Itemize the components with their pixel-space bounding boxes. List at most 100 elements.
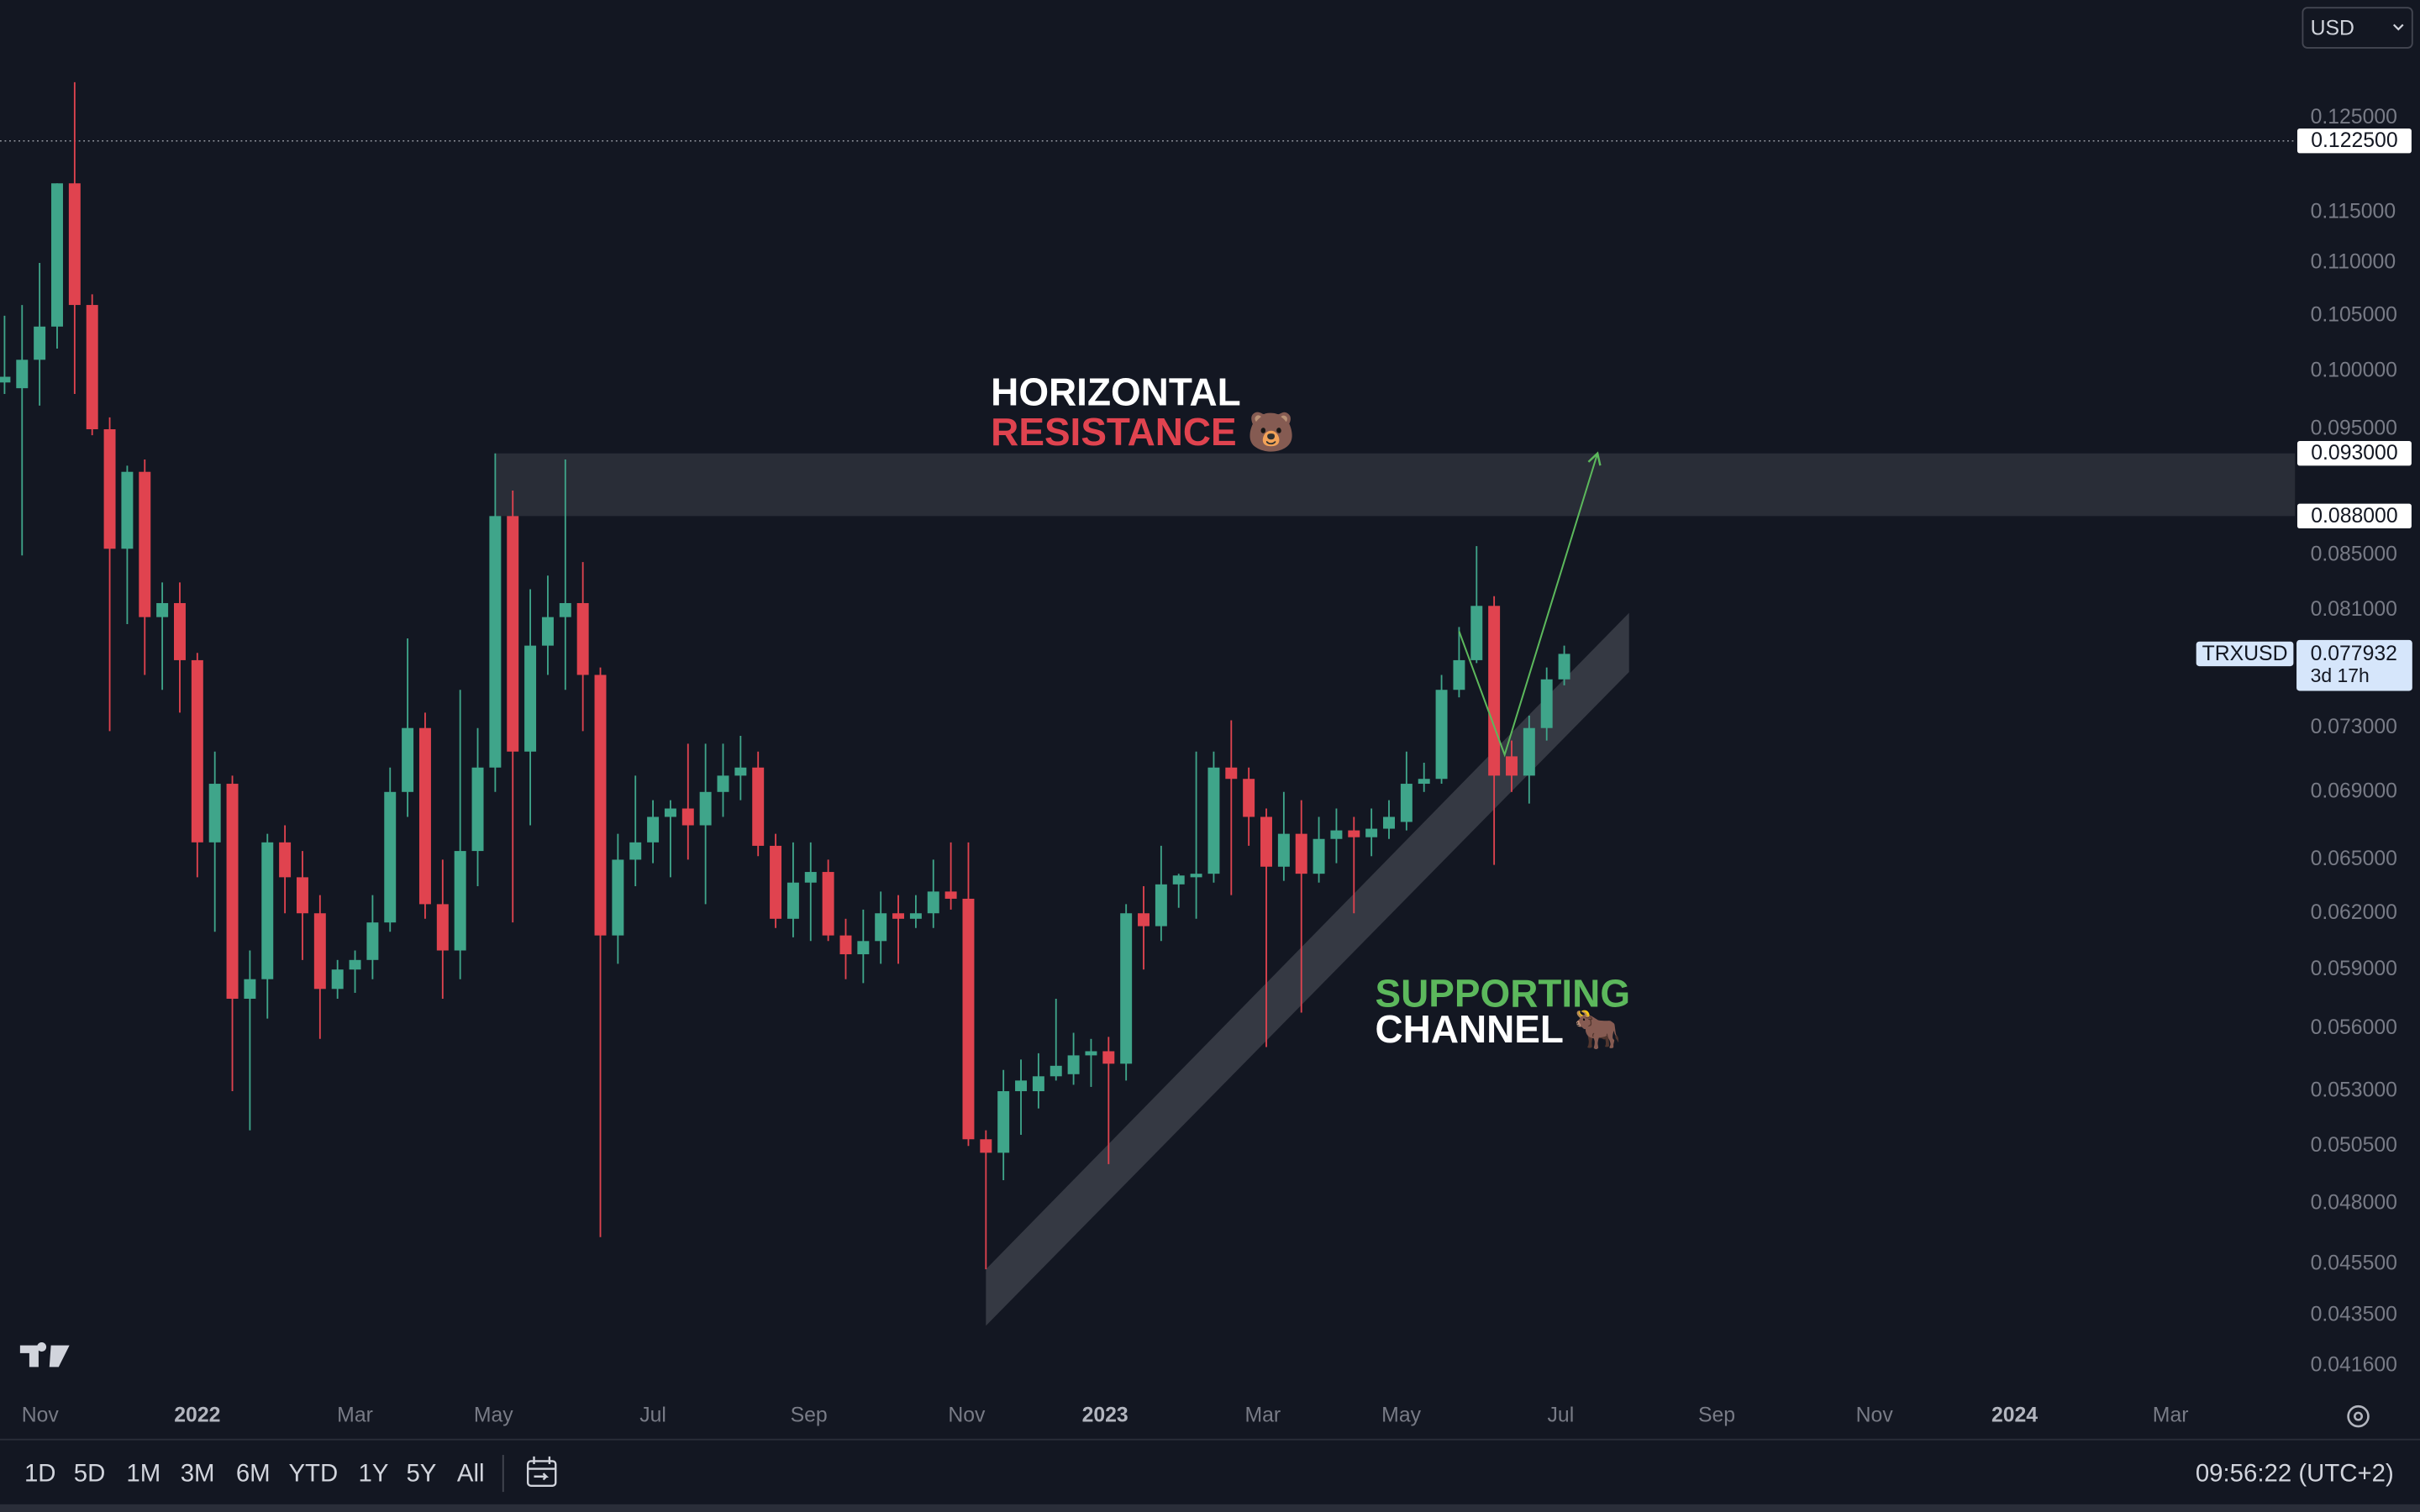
plot-area bbox=[0, 81, 2296, 1326]
candle-body bbox=[804, 872, 817, 883]
candle-body bbox=[1067, 1055, 1080, 1074]
candle-body bbox=[524, 645, 537, 752]
candle-body bbox=[909, 913, 922, 919]
candle-body bbox=[471, 767, 484, 852]
x-tick-label: 2022 bbox=[174, 1404, 220, 1427]
y-tick-label: 0.045500 bbox=[2311, 1252, 2397, 1275]
chevron[interactable] bbox=[2392, 24, 2404, 31]
candle-body bbox=[1488, 606, 1501, 776]
candle-body bbox=[1207, 767, 1220, 874]
x-tick-label: Jul bbox=[639, 1404, 666, 1427]
candle-body bbox=[664, 808, 676, 817]
candle-body bbox=[1138, 913, 1150, 927]
range-button[interactable]: 6M bbox=[236, 1460, 271, 1488]
candle-body bbox=[681, 808, 694, 826]
support-channel bbox=[986, 612, 1629, 1326]
candle-body bbox=[366, 922, 379, 960]
annotation-line: RESISTANCE 🐻 bbox=[991, 408, 1295, 454]
candle-body bbox=[980, 1139, 992, 1153]
range-button[interactable]: 1D bbox=[24, 1460, 56, 1488]
candle-body bbox=[454, 851, 466, 951]
range-button[interactable]: 3M bbox=[181, 1460, 215, 1488]
candle-body bbox=[839, 935, 852, 955]
y-tick-label: 0.069000 bbox=[2311, 780, 2397, 802]
candle-body bbox=[16, 360, 29, 389]
candle-body bbox=[822, 872, 834, 936]
price-label-box bbox=[2296, 439, 2413, 468]
candle-body bbox=[1120, 913, 1133, 1064]
y-tick-label: 0.048000 bbox=[2311, 1191, 2397, 1214]
candle-body bbox=[1383, 816, 1395, 829]
y-tick-label: 0.056000 bbox=[2311, 1016, 2397, 1039]
y-tick-label: 0.081000 bbox=[2311, 598, 2397, 621]
candle-body bbox=[208, 784, 221, 843]
candle-body bbox=[770, 845, 782, 919]
gear-ring[interactable] bbox=[2347, 1404, 2370, 1428]
candle-body bbox=[594, 675, 607, 936]
currency-select[interactable]: USD bbox=[2302, 7, 2413, 49]
x-tick-label: Sep bbox=[791, 1404, 828, 1427]
range-button[interactable]: 5D bbox=[74, 1460, 106, 1488]
candle-body bbox=[1330, 830, 1343, 839]
annotation-line: SUPPORTING bbox=[1376, 972, 1631, 1016]
x-tick-label: May bbox=[1381, 1404, 1421, 1427]
range-button[interactable]: YTD bbox=[288, 1460, 338, 1488]
y-tick-label: 0.053000 bbox=[2311, 1079, 2397, 1102]
candle-body bbox=[559, 602, 571, 617]
candle-body bbox=[1032, 1076, 1044, 1092]
candle-body bbox=[1155, 884, 1167, 927]
candle-body bbox=[226, 784, 239, 999]
candle-body bbox=[875, 913, 887, 942]
candle-body bbox=[1260, 816, 1272, 867]
candle-body bbox=[541, 617, 554, 646]
candle-body bbox=[1172, 875, 1185, 885]
candle-body bbox=[296, 877, 308, 914]
candle-body bbox=[752, 767, 765, 846]
candle-body bbox=[1400, 784, 1413, 822]
projection-arrow bbox=[1458, 451, 1602, 758]
candle-body bbox=[1015, 1080, 1028, 1092]
candle-body bbox=[892, 913, 905, 919]
last-price-box bbox=[2296, 639, 2412, 691]
calendar-icon[interactable] bbox=[526, 1456, 557, 1487]
candle-body bbox=[1295, 833, 1307, 874]
range-button[interactable]: 5Y bbox=[406, 1460, 436, 1488]
range-button[interactable]: 1Y bbox=[359, 1460, 389, 1488]
candle-body bbox=[1348, 830, 1360, 837]
currency-box[interactable] bbox=[2302, 7, 2413, 49]
y-tick-label: 0.050500 bbox=[2311, 1134, 2397, 1157]
price-label: 0.088000 bbox=[2311, 505, 2397, 528]
candle-body bbox=[1453, 659, 1465, 690]
candle-body bbox=[1190, 874, 1202, 878]
y-tick-label: 0.062000 bbox=[2311, 901, 2397, 924]
currency-label[interactable]: USD bbox=[2311, 17, 2354, 39]
range-button[interactable]: 1M bbox=[126, 1460, 160, 1488]
y-tick-label: 0.105000 bbox=[2311, 303, 2397, 326]
x-tick-label: Sep bbox=[1698, 1404, 1735, 1427]
range-button[interactable]: All bbox=[457, 1460, 485, 1488]
bottom-strip bbox=[0, 1504, 2420, 1512]
x-tick-label: Mar bbox=[2153, 1404, 2189, 1427]
candle-body bbox=[121, 471, 134, 549]
candle-body bbox=[507, 516, 519, 752]
candle-body bbox=[86, 305, 98, 430]
settings-icon[interactable] bbox=[2347, 1404, 2370, 1428]
x-tick-label: Nov bbox=[948, 1404, 986, 1427]
y-tick-label: 0.095000 bbox=[2311, 417, 2397, 440]
candle-body bbox=[191, 659, 203, 843]
candle-body bbox=[0, 376, 11, 383]
candle-body bbox=[962, 898, 975, 1140]
gear-hub[interactable] bbox=[2354, 1411, 2364, 1421]
logo-shape bbox=[19, 1341, 70, 1368]
calendar-frame[interactable] bbox=[526, 1460, 557, 1487]
candle-body bbox=[402, 727, 414, 792]
price-label-box bbox=[2296, 127, 2413, 155]
candle-body bbox=[1102, 1051, 1115, 1064]
resistance-zone bbox=[495, 453, 2296, 517]
y-tick-label: 0.059000 bbox=[2311, 958, 2397, 980]
calendar-detail[interactable] bbox=[528, 1456, 556, 1481]
candle-body bbox=[1470, 606, 1483, 660]
candle-body bbox=[927, 891, 939, 914]
candle-body bbox=[576, 602, 589, 675]
